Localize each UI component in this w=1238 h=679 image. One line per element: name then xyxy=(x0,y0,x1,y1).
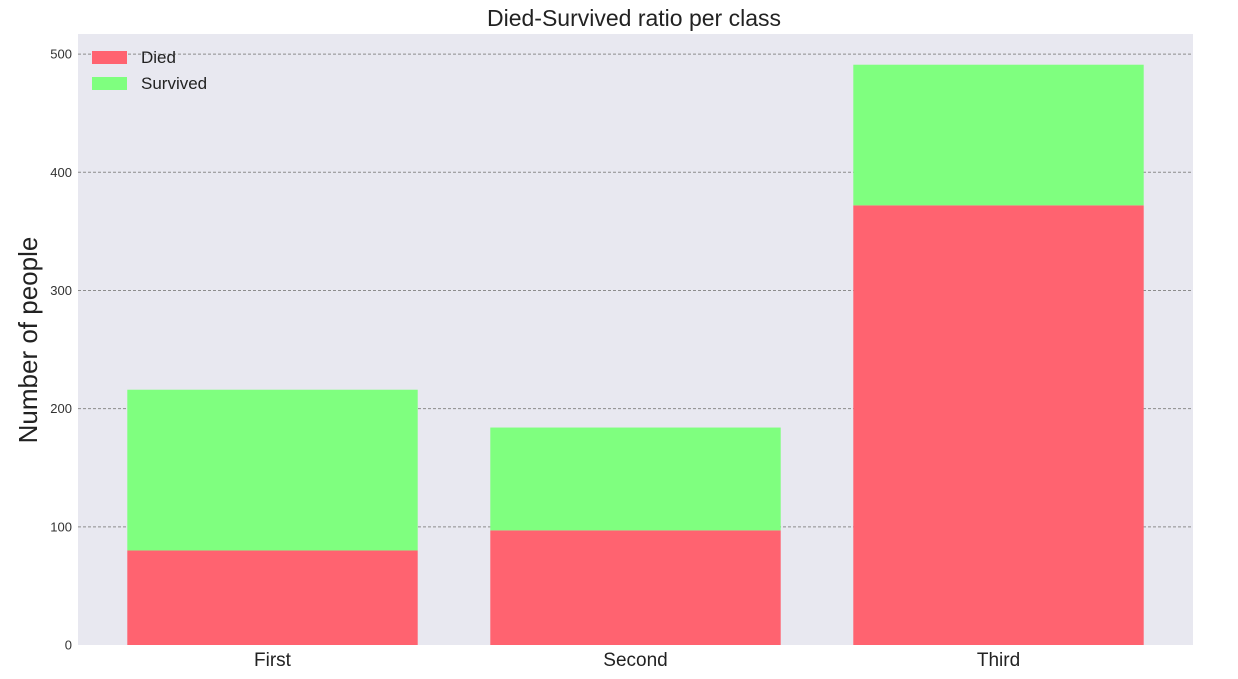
y-tick-label: 400 xyxy=(50,165,72,180)
bar-survived-third xyxy=(853,64,1144,206)
x-tick-labels: First Second Third xyxy=(254,650,1020,671)
y-tick-labels: 0 100 200 300 400 500 xyxy=(50,47,72,653)
y-tick-label: 0 xyxy=(65,638,72,653)
y-tick-label: 500 xyxy=(50,47,72,62)
y-tick-label: 200 xyxy=(50,401,72,416)
bar-died-second xyxy=(490,530,781,645)
legend-label-survived: Survived xyxy=(141,74,207,93)
chart-title: Died-Survived ratio per class xyxy=(487,5,781,31)
y-tick-label: 300 xyxy=(50,283,72,298)
bar-died-first xyxy=(127,550,418,645)
legend: Died Survived xyxy=(92,48,207,93)
y-tick-label: 100 xyxy=(50,519,72,534)
x-tick-label: Third xyxy=(977,650,1020,671)
bar-died-third xyxy=(853,205,1144,645)
bars xyxy=(127,64,1144,645)
bar-survived-first xyxy=(127,389,418,551)
x-tick-label: Second xyxy=(603,650,667,671)
legend-swatch-died xyxy=(92,51,127,64)
x-tick-label: First xyxy=(254,650,292,671)
y-axis-title: Number of people xyxy=(13,237,43,444)
legend-label-died: Died xyxy=(141,48,176,67)
bar-survived-second xyxy=(490,427,781,531)
legend-swatch-survived xyxy=(92,77,127,90)
